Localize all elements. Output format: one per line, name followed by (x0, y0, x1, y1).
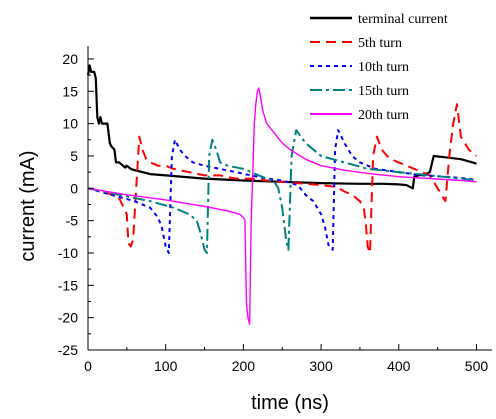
x-tick-label: 100 (154, 358, 178, 374)
series-line-4 (87, 129, 477, 254)
x-tick-label: 300 (309, 358, 333, 374)
legend-label-4: 15th turn (358, 84, 409, 99)
plot-area (86, 64, 478, 325)
y-axis-title: current (mA) (17, 150, 39, 261)
y-tick-label: 5 (70, 148, 78, 164)
series-line-2 (87, 103, 478, 254)
y-tick-label: -20 (58, 310, 78, 326)
x-axis-title: time (ns) (251, 392, 329, 414)
axes: 0 100 200 300 400 500 -25 -20 -15 -10 -5 0 5 10 15 20 (58, 46, 492, 374)
y-tick-label: 0 (70, 180, 78, 196)
x-tick-label: 0 (84, 358, 92, 374)
y-tick-label: -25 (58, 342, 78, 358)
series-line-1 (86, 64, 477, 190)
y-tick-label: -15 (58, 277, 78, 293)
x-tick-label: 500 (465, 358, 489, 374)
legend-label-2: 5th turn (358, 36, 402, 51)
legend-label-1: terminal current (358, 12, 448, 27)
y-tick-label: 10 (62, 116, 78, 132)
x-tick-label: 400 (387, 358, 411, 374)
y-tick-label: 15 (62, 83, 78, 99)
series-line-5 (87, 87, 477, 325)
y-tick-label: -5 (66, 213, 79, 229)
y-tick-label: 20 (62, 51, 78, 67)
series-line-3 (87, 129, 477, 254)
legend: terminal current 5th turn 10th turn 15th tu… (310, 12, 448, 123)
y-tick-label: -10 (58, 245, 78, 261)
legend-label-3: 10th turn (358, 60, 409, 75)
x-tick-label: 200 (232, 358, 256, 374)
legend-label-5: 20th turn (358, 108, 409, 123)
